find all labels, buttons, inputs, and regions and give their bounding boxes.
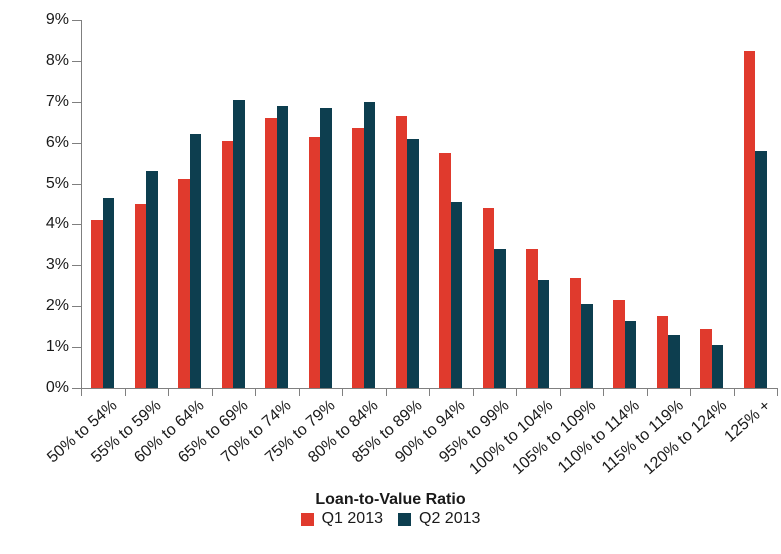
y-tick [72, 224, 81, 225]
bar-q2-2013 [668, 334, 680, 388]
bar-q1-2013 [178, 179, 190, 388]
x-tick [473, 389, 474, 396]
bar-q2-2013 [407, 138, 419, 388]
y-tick [72, 102, 81, 103]
y-tick-label: 3% [45, 256, 69, 273]
x-axis-title: Loan-to-Value Ratio [315, 491, 466, 508]
bar-q1-2013 [656, 316, 669, 388]
bar-q1-2013 [613, 300, 625, 388]
y-tick [72, 265, 81, 266]
legend-item: Q1 2013 [300, 510, 383, 527]
y-tick [72, 347, 81, 348]
legend-swatch [398, 512, 411, 526]
x-tick-label: 125% + [720, 397, 774, 446]
bar-q1-2013 [482, 208, 495, 388]
bar-q2-2013 [320, 107, 332, 388]
legend-label: Q1 2013 [321, 510, 383, 527]
y-tick-label: 6% [45, 134, 69, 151]
bar-q2-2013 [711, 345, 724, 388]
y-tick-label: 4% [45, 215, 69, 232]
y-tick-label: 2% [45, 297, 69, 314]
x-tick [777, 389, 778, 396]
y-tick [72, 388, 81, 389]
legend-label: Q2 2013 [419, 510, 481, 527]
bar-q1-2013 [308, 136, 321, 388]
x-tick [647, 389, 648, 396]
y-tick-label: 7% [45, 93, 69, 110]
bar-q1-2013 [439, 152, 451, 388]
bar-q1-2013 [91, 220, 103, 388]
bar-q2-2013 [233, 99, 245, 388]
bar-q2-2013 [450, 201, 463, 388]
y-tick [72, 20, 81, 21]
y-tick-label: 1% [45, 338, 69, 355]
x-tick [125, 389, 126, 396]
y-tick-label: 9% [45, 11, 69, 28]
x-axis-line [81, 388, 778, 389]
bar-q2-2013 [363, 101, 376, 388]
bar-q2-2013 [276, 105, 289, 388]
legend-swatch [300, 512, 314, 526]
bar-q2-2013 [146, 171, 158, 388]
bar-q1-2013 [265, 118, 277, 388]
y-tick [72, 184, 81, 185]
y-axis-line [81, 20, 82, 389]
x-tick [560, 389, 561, 396]
y-tick [72, 61, 81, 62]
x-tick [255, 389, 256, 396]
bar-q1-2013 [221, 140, 234, 388]
bar-q2-2013 [102, 197, 115, 388]
bar-q1-2013 [700, 328, 712, 388]
y-tick-label: 8% [45, 52, 69, 69]
bar-q2-2013 [755, 150, 767, 388]
y-tick-label: 0% [45, 379, 69, 396]
x-tick [429, 389, 430, 396]
x-tick [168, 389, 169, 396]
x-tick [342, 389, 343, 396]
bar-q1-2013 [395, 116, 408, 388]
x-tick [516, 389, 517, 396]
bar-q1-2013 [526, 248, 538, 388]
x-tick [734, 389, 735, 396]
legend: Q1 2013 Q2 2013 [0, 511, 781, 527]
bar-q2-2013 [494, 248, 506, 388]
x-tick [212, 389, 213, 396]
y-tick-label: 5% [45, 175, 69, 192]
bar-q1-2013 [569, 277, 582, 388]
x-tick [81, 389, 82, 396]
y-tick [72, 143, 81, 144]
bar-q2-2013 [189, 134, 202, 388]
bar-q2-2013 [581, 304, 593, 388]
bar-q2-2013 [537, 279, 550, 388]
x-tick [386, 389, 387, 396]
bar-q1-2013 [134, 204, 147, 388]
bar-q1-2013 [743, 50, 756, 388]
y-tick [72, 306, 81, 307]
bar-q1-2013 [352, 128, 364, 388]
x-tick [690, 389, 691, 396]
legend-item: Q2 2013 [398, 511, 480, 527]
bar-q2-2013 [624, 320, 637, 388]
x-tick [603, 389, 604, 396]
x-tick [299, 389, 300, 396]
